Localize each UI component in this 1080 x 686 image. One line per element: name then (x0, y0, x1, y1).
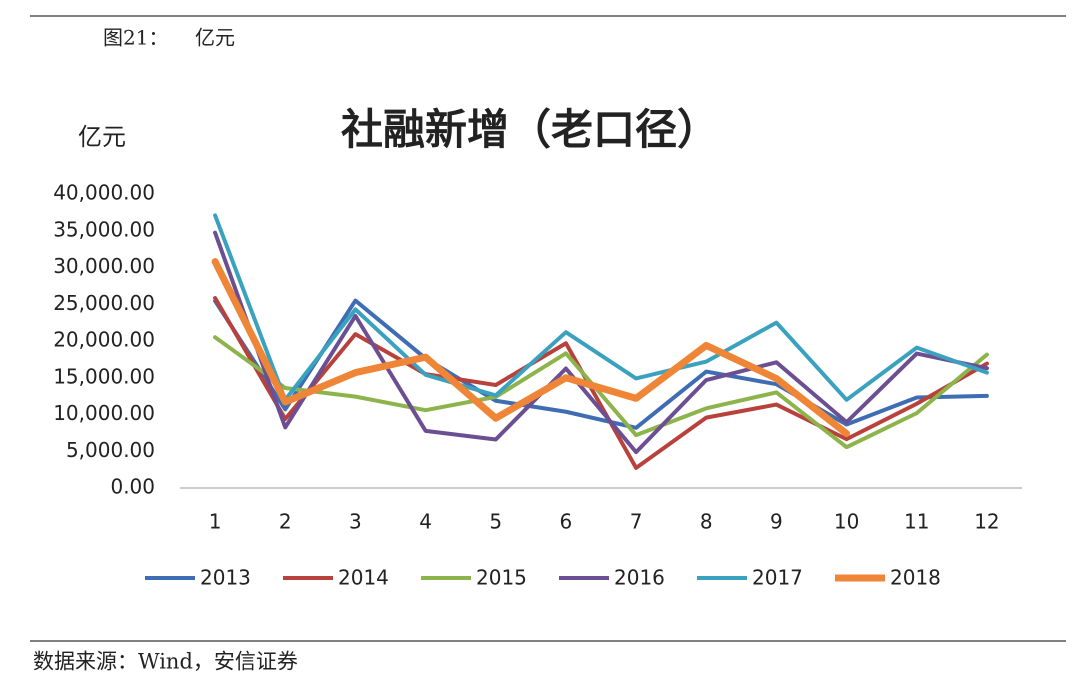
legend-label: 2016 (614, 566, 665, 590)
x-tick-label: 6 (560, 510, 573, 534)
y-tick-label: 35,000.00 (53, 217, 155, 241)
figure-unit: 亿元 (195, 26, 235, 50)
x-tick-label: 9 (770, 510, 783, 534)
y-tick-label: 10,000.00 (53, 401, 155, 425)
chart-title: 社融新增（老口径） (341, 105, 719, 154)
source: 数据来源：Wind，安信证券 (33, 650, 298, 674)
x-tick-label: 4 (419, 510, 432, 534)
y-tick-label: 25,000.00 (53, 291, 155, 315)
series-line (213, 335, 989, 450)
x-tick-label: 8 (700, 510, 713, 534)
figure-number: 图21： (103, 26, 168, 50)
series-line (213, 230, 989, 455)
series-line (213, 298, 989, 430)
series-line (213, 296, 989, 470)
series-line (213, 213, 989, 402)
y-tick-label: 40,000.00 (53, 181, 155, 205)
x-tick-label: 1 (209, 510, 222, 534)
x-tick-label: 11 (904, 510, 929, 534)
x-tick-label: 3 (349, 510, 362, 534)
y-tick-label: 20,000.00 (53, 328, 155, 352)
x-tick-label: 10 (834, 510, 859, 534)
x-tick-label: 5 (489, 510, 502, 534)
y-tick-label: 15,000.00 (53, 364, 155, 388)
y-unit: 亿元 (78, 123, 126, 151)
x-tick-label: 12 (974, 510, 999, 534)
y-tick-label: 5,000.00 (66, 438, 155, 462)
x-tick-label: 7 (630, 510, 643, 534)
y-tick-label: 30,000.00 (53, 254, 155, 278)
legend-label: 2015 (476, 566, 527, 590)
legend-label: 2014 (338, 566, 389, 590)
legend-label: 2018 (890, 566, 941, 590)
x-tick-label: 2 (279, 510, 292, 534)
y-tick-label: 0.00 (110, 475, 155, 499)
legend-label: 2013 (200, 566, 251, 590)
series-line (211, 258, 851, 438)
legend-label: 2017 (752, 566, 803, 590)
